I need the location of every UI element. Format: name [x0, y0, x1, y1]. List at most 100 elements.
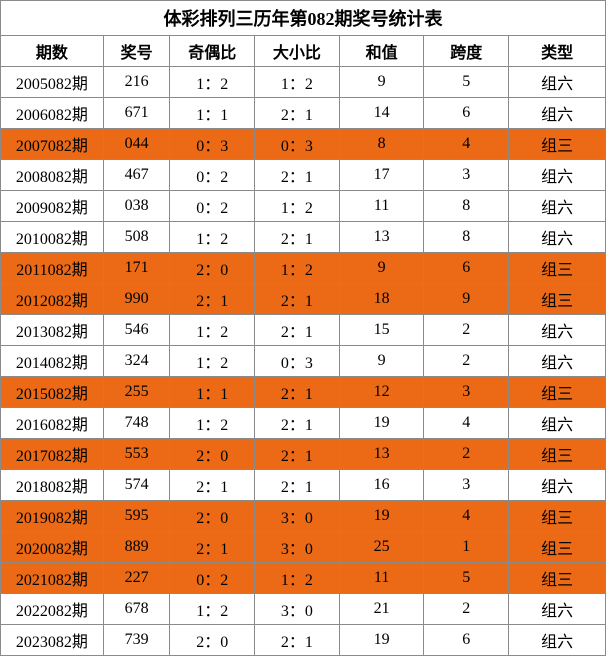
col-sum: 和值	[339, 36, 424, 67]
table-cell: 8	[424, 191, 509, 222]
table-cell: 组三	[509, 439, 606, 470]
table-cell: 0：2	[170, 160, 255, 191]
col-oddeven: 奇偶比	[170, 36, 255, 67]
table-cell: 2019082期	[1, 501, 104, 532]
table-cell: 17	[339, 160, 424, 191]
table-cell: 2012082期	[1, 284, 104, 315]
table-row: 2017082期5532：02：1132组三	[1, 439, 606, 470]
table-cell: 2：1	[255, 470, 340, 501]
table-cell: 2005082期	[1, 67, 104, 98]
table-cell: 044	[103, 129, 170, 160]
table-cell: 546	[103, 315, 170, 346]
table-cell: 1：2	[255, 563, 340, 594]
col-span: 跨度	[424, 36, 509, 67]
table-cell: 9	[339, 253, 424, 284]
table-cell: 19	[339, 408, 424, 439]
table-row: 2005082期2161：21：295组六	[1, 67, 606, 98]
table-cell: 1：2	[170, 222, 255, 253]
table-cell: 5	[424, 563, 509, 594]
table-cell: 171	[103, 253, 170, 284]
table-cell: 2016082期	[1, 408, 104, 439]
table-cell: 508	[103, 222, 170, 253]
table-cell: 671	[103, 98, 170, 129]
table-cell: 21	[339, 594, 424, 625]
table-cell: 2：1	[255, 315, 340, 346]
table-cell: 3	[424, 160, 509, 191]
table-cell: 2008082期	[1, 160, 104, 191]
table-cell: 4	[424, 129, 509, 160]
table-row: 2010082期5081：22：1138组六	[1, 222, 606, 253]
table-cell: 6	[424, 98, 509, 129]
table-cell: 1：2	[170, 67, 255, 98]
table-cell: 组六	[509, 67, 606, 98]
table-cell: 25	[339, 532, 424, 563]
header-row: 期数 奖号 奇偶比 大小比 和值 跨度 类型	[1, 36, 606, 67]
table-cell: 2：1	[170, 284, 255, 315]
table-cell: 2010082期	[1, 222, 104, 253]
table-cell: 2	[424, 594, 509, 625]
table-cell: 038	[103, 191, 170, 222]
table-cell: 8	[339, 129, 424, 160]
table-cell: 13	[339, 222, 424, 253]
table-title: 体彩排列三历年第082期奖号统计表	[1, 1, 606, 36]
table-cell: 8	[424, 222, 509, 253]
table-cell: 组三	[509, 129, 606, 160]
table-cell: 2：0	[170, 625, 255, 656]
table-cell: 0：3	[170, 129, 255, 160]
table-row: 2006082期6711：12：1146组六	[1, 98, 606, 129]
table-cell: 2	[424, 315, 509, 346]
table-cell: 组六	[509, 346, 606, 377]
table-cell: 2011082期	[1, 253, 104, 284]
table-cell: 2	[424, 346, 509, 377]
table-cell: 1：2	[170, 315, 255, 346]
table-body: 2005082期2161：21：295组六2006082期6711：12：114…	[1, 67, 606, 656]
table-cell: 739	[103, 625, 170, 656]
table-cell: 组六	[509, 98, 606, 129]
col-number: 奖号	[103, 36, 170, 67]
table-cell: 2022082期	[1, 594, 104, 625]
table-cell: 组六	[509, 408, 606, 439]
table-cell: 1：1	[170, 377, 255, 408]
table-cell: 324	[103, 346, 170, 377]
table-cell: 0：2	[170, 563, 255, 594]
table-row: 2009082期0380：21：2118组六	[1, 191, 606, 222]
table-cell: 14	[339, 98, 424, 129]
table-cell: 2：1	[170, 532, 255, 563]
table-cell: 255	[103, 377, 170, 408]
table-row: 2023082期7392：02：1196组六	[1, 625, 606, 656]
table-row: 2013082期5461：22：1152组六	[1, 315, 606, 346]
table-cell: 2：0	[170, 501, 255, 532]
table-row: 2012082期9902：12：1189组三	[1, 284, 606, 315]
table-cell: 3	[424, 377, 509, 408]
table-cell: 889	[103, 532, 170, 563]
table-cell: 18	[339, 284, 424, 315]
table-cell: 组三	[509, 563, 606, 594]
table-cell: 2：1	[255, 408, 340, 439]
table-row: 2008082期4670：22：1173组六	[1, 160, 606, 191]
col-bigsmall: 大小比	[255, 36, 340, 67]
table-cell: 9	[424, 284, 509, 315]
table-cell: 227	[103, 563, 170, 594]
table-cell: 0：3	[255, 129, 340, 160]
table-cell: 9	[339, 67, 424, 98]
table-cell: 2023082期	[1, 625, 104, 656]
table-cell: 2：1	[255, 625, 340, 656]
table-cell: 5	[424, 67, 509, 98]
table-cell: 2：1	[170, 470, 255, 501]
table-cell: 3：0	[255, 532, 340, 563]
table-cell: 4	[424, 501, 509, 532]
table-cell: 2020082期	[1, 532, 104, 563]
table-row: 2011082期1712：01：296组三	[1, 253, 606, 284]
col-type: 类型	[509, 36, 606, 67]
table-cell: 2：1	[255, 284, 340, 315]
table-cell: 11	[339, 563, 424, 594]
table-row: 2019082期5952：03：0194组三	[1, 501, 606, 532]
table-cell: 2：0	[170, 439, 255, 470]
table-cell: 6	[424, 253, 509, 284]
table-row: 2014082期3241：20：392组六	[1, 346, 606, 377]
table-cell: 16	[339, 470, 424, 501]
table-row: 2022082期6781：23：0212组六	[1, 594, 606, 625]
table-cell: 467	[103, 160, 170, 191]
table-cell: 组六	[509, 470, 606, 501]
table-cell: 6	[424, 625, 509, 656]
